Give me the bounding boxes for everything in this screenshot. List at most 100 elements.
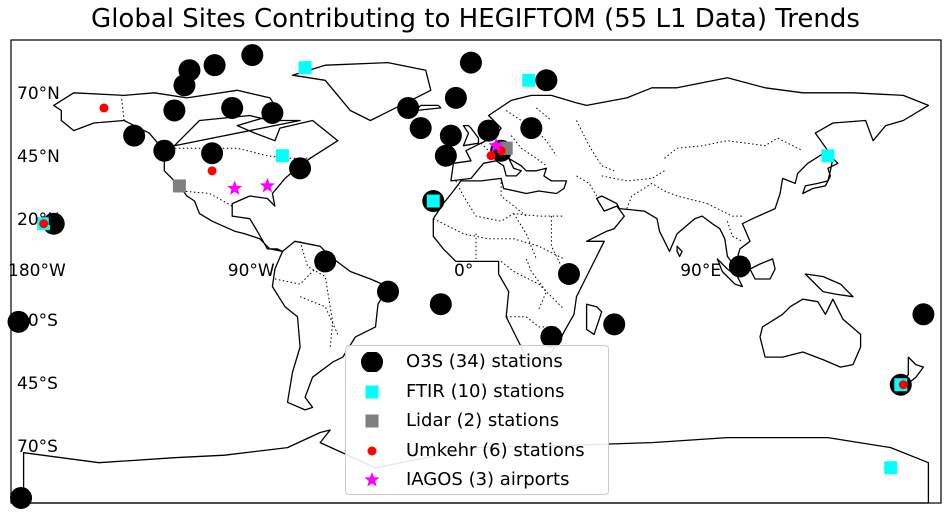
legend-item-ftir: FTIR (10) stations — [346, 378, 608, 406]
border-16 — [510, 135, 547, 167]
o3s-site-marker — [123, 124, 146, 147]
o3s-site-marker — [477, 119, 500, 142]
ftir-site-marker — [275, 149, 289, 163]
border-8 — [500, 261, 565, 310]
border-20 — [601, 170, 665, 182]
site-markers — [7, 44, 935, 509]
legend: O3S (34) stations FTIR (10) stations Lidar… — [345, 345, 609, 495]
legend-symbol-umkehr — [367, 446, 377, 455]
o3s-site-marker — [10, 486, 33, 509]
lon-tick-label: 90°E — [680, 260, 722, 281]
o3s-site-marker — [603, 313, 626, 336]
map-title: Global Sites Contributing to HEGIFTOM (5… — [91, 4, 860, 34]
legend-item-lidar: Lidar (2) stations — [346, 407, 608, 435]
legend-label: IAGOS (3) airports — [406, 469, 570, 490]
japan-coast — [802, 157, 839, 195]
lon-tick-label: 180°W — [8, 260, 66, 281]
border-3 — [299, 241, 334, 348]
sumatra-coast — [716, 258, 744, 288]
o3s-site-marker — [444, 86, 467, 109]
legend-symbol-lidar — [365, 414, 379, 428]
legend-symbol-ftir — [365, 385, 379, 398]
ftir-site-marker — [821, 149, 835, 163]
o3s-site-marker — [289, 157, 312, 180]
border-4 — [299, 296, 339, 335]
o3s-site-marker — [203, 54, 226, 77]
greenland-coast — [291, 61, 432, 122]
o3s-site-marker — [912, 303, 935, 326]
ftir-site-marker — [426, 194, 440, 208]
border-18 — [576, 120, 615, 172]
ftir-site-marker — [884, 461, 898, 475]
sri-lanka-coast — [676, 245, 683, 258]
o3s-site-marker — [173, 74, 196, 97]
iagos-site-marker — [488, 137, 504, 153]
border-25 — [535, 107, 552, 121]
o3s-site-marker — [153, 139, 176, 162]
lon-tick-label: 90°W — [227, 260, 275, 281]
o3s-site-marker — [201, 142, 224, 165]
o3s-site-marker — [221, 96, 244, 119]
lat-tick-label: 70°S — [17, 436, 58, 457]
madagascar-coast — [585, 303, 603, 336]
border-2 — [181, 190, 233, 207]
iagos-site-marker — [227, 180, 243, 195]
o3s-site-marker — [7, 310, 30, 333]
legend-label: Umkehr (6) stations — [406, 439, 585, 461]
hudson-hint — [173, 114, 301, 147]
legend-label: O3S (34) stations — [406, 351, 563, 372]
legend-marker-iagos — [364, 472, 380, 487]
afro-eurasia-coast — [432, 77, 930, 361]
border-10 — [525, 258, 547, 310]
umkehr-site-marker — [486, 151, 496, 161]
border-13 — [550, 216, 565, 272]
o3s-site-marker — [540, 325, 563, 348]
borneo-coast — [749, 258, 776, 280]
o3s-site-marker — [535, 69, 558, 92]
border-23 — [706, 203, 743, 217]
lat-tick-label: 20°N — [17, 210, 60, 231]
legend-marker-umkehr — [367, 446, 377, 455]
border-26 — [505, 110, 522, 121]
o3s-site-marker — [163, 99, 186, 122]
border-1 — [166, 147, 308, 159]
border-22 — [664, 137, 804, 159]
new-guinea-coast — [804, 273, 854, 298]
border-7 — [433, 218, 565, 260]
o3s-site-marker — [429, 293, 452, 316]
legend-item-o3s: O3S (34) stations — [346, 348, 608, 376]
lidar-site-marker — [172, 179, 186, 193]
border-6 — [455, 180, 564, 222]
o3s-site-marker — [439, 124, 462, 147]
lon-tick-label: 0° — [454, 260, 474, 281]
o3s-site-marker — [241, 44, 264, 67]
australia-coast — [759, 298, 862, 368]
legend-label: Lidar (2) stations — [406, 410, 560, 431]
lat-tick-label: 45°N — [17, 147, 60, 168]
legend-marker-o3s — [361, 352, 383, 372]
umkehr-site-marker — [207, 166, 217, 176]
o3s-site-marker — [314, 250, 337, 273]
o3s-site-marker — [409, 117, 432, 140]
lat-tick-label: 45°S — [17, 373, 58, 394]
legend-item-iagos: IAGOS (3) airports — [346, 466, 608, 494]
umkehr-site-marker — [39, 219, 49, 229]
umkehr-site-marker — [898, 380, 908, 390]
americas-coast — [53, 89, 389, 411]
umkehr-site-marker — [99, 103, 109, 113]
o3s-site-marker — [520, 117, 543, 140]
border-19 — [576, 175, 598, 197]
legend-symbol-o3s — [361, 352, 383, 372]
o3s-site-marker — [728, 255, 751, 278]
legend-label: FTIR (10) stations — [406, 380, 565, 402]
border-15 — [480, 142, 502, 162]
o3s-site-marker — [459, 51, 482, 74]
ftir-site-marker — [522, 73, 536, 87]
o3s-site-marker — [377, 280, 400, 303]
lat-tick-label: 20°S — [17, 310, 58, 331]
iagos-site-marker — [259, 177, 275, 193]
ftir-site-marker — [298, 61, 312, 75]
legend-marker-ftir — [365, 385, 379, 398]
o3s-site-marker — [434, 144, 457, 167]
